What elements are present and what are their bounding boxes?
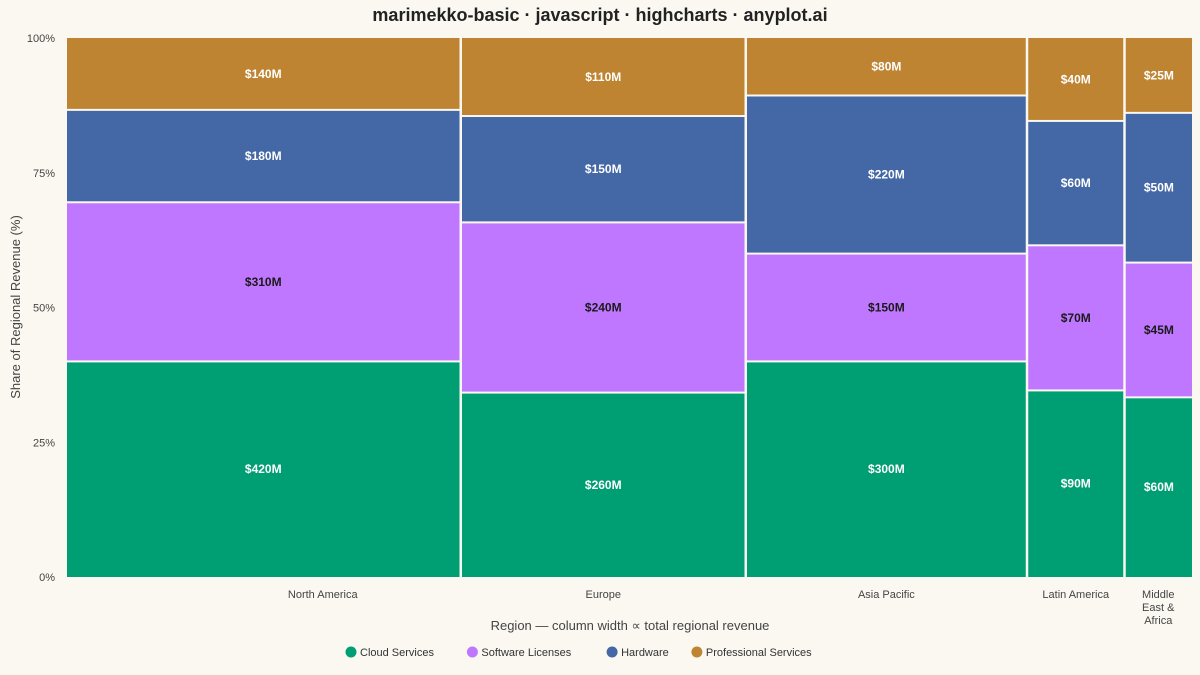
value-label: $300M bbox=[868, 462, 905, 476]
value-label: $240M bbox=[585, 301, 622, 315]
y-axis-title: Share of Regional Revenue (%) bbox=[8, 215, 23, 399]
value-label: $150M bbox=[585, 162, 622, 176]
value-label: $90M bbox=[1061, 477, 1091, 491]
legend-label: Professional Services bbox=[706, 647, 812, 659]
x-tick-middle-east-africa: Middle East & Africa bbox=[1142, 589, 1175, 627]
value-label: $25M bbox=[1144, 68, 1174, 82]
y-tick-label: 50% bbox=[33, 303, 55, 315]
legend: Cloud Services Software Licenses Hardware P… bbox=[346, 647, 813, 660]
value-label: $40M bbox=[1061, 72, 1091, 86]
value-label: $50M bbox=[1144, 181, 1174, 195]
column-latin-america: $90M $70M $60M $40M bbox=[1028, 38, 1123, 577]
value-label: $150M bbox=[868, 301, 905, 315]
x-tick-north-america: North America bbox=[288, 589, 359, 601]
x-tick-asia-pacific: Asia Pacific bbox=[858, 589, 915, 601]
legend-marker bbox=[691, 647, 702, 658]
value-label: $70M bbox=[1061, 311, 1091, 325]
y-tick-label: 25% bbox=[33, 437, 55, 449]
legend-marker bbox=[346, 647, 357, 658]
column-europe: $260M $240M $150M $110M bbox=[462, 38, 745, 577]
column-middle-east-africa: $60M $45M $50M $25M bbox=[1126, 38, 1192, 577]
value-label: $80M bbox=[871, 60, 901, 74]
value-label: $180M bbox=[245, 149, 282, 163]
value-label: $60M bbox=[1144, 480, 1174, 494]
y-tick-label: 0% bbox=[39, 572, 55, 584]
y-tick-label: 75% bbox=[33, 168, 55, 180]
column-asia-pacific: $300M $150M $220M $80M bbox=[747, 38, 1026, 577]
plot-area: $420M $310M $180M $140M $260M $240M $150M $110M… bbox=[67, 38, 1192, 577]
legend-item-professional-services[interactable]: Professional Services bbox=[691, 647, 812, 660]
legend-label: Software Licenses bbox=[481, 647, 571, 659]
value-label: $110M bbox=[585, 70, 621, 84]
x-tick-europe: Europe bbox=[586, 589, 621, 601]
column-north-america: $420M $310M $180M $140M bbox=[67, 38, 460, 577]
legend-item-software-licenses[interactable]: Software Licenses bbox=[467, 647, 572, 660]
value-label: $420M bbox=[245, 462, 282, 476]
y-axis: 0% 25% 50% 75% 100% bbox=[27, 33, 55, 584]
chart-title: marimekko-basic · javascript · highchart… bbox=[372, 5, 827, 25]
legend-label: Hardware bbox=[621, 647, 669, 659]
value-label: $220M bbox=[868, 168, 905, 182]
value-label: $310M bbox=[245, 275, 282, 289]
value-label: $140M bbox=[245, 67, 282, 81]
legend-item-cloud-services[interactable]: Cloud Services bbox=[346, 647, 435, 660]
value-label: $45M bbox=[1144, 323, 1174, 337]
legend-label: Cloud Services bbox=[360, 647, 434, 659]
legend-marker bbox=[607, 647, 618, 658]
legend-marker bbox=[467, 647, 478, 658]
y-tick-label: 100% bbox=[27, 33, 55, 45]
value-label: $60M bbox=[1061, 176, 1091, 190]
x-tick-latin-america: Latin America bbox=[1042, 589, 1110, 601]
value-label: $260M bbox=[585, 478, 622, 492]
legend-item-hardware[interactable]: Hardware bbox=[607, 647, 669, 660]
x-axis-title: Region — column width ∝ total regional r… bbox=[491, 618, 770, 633]
